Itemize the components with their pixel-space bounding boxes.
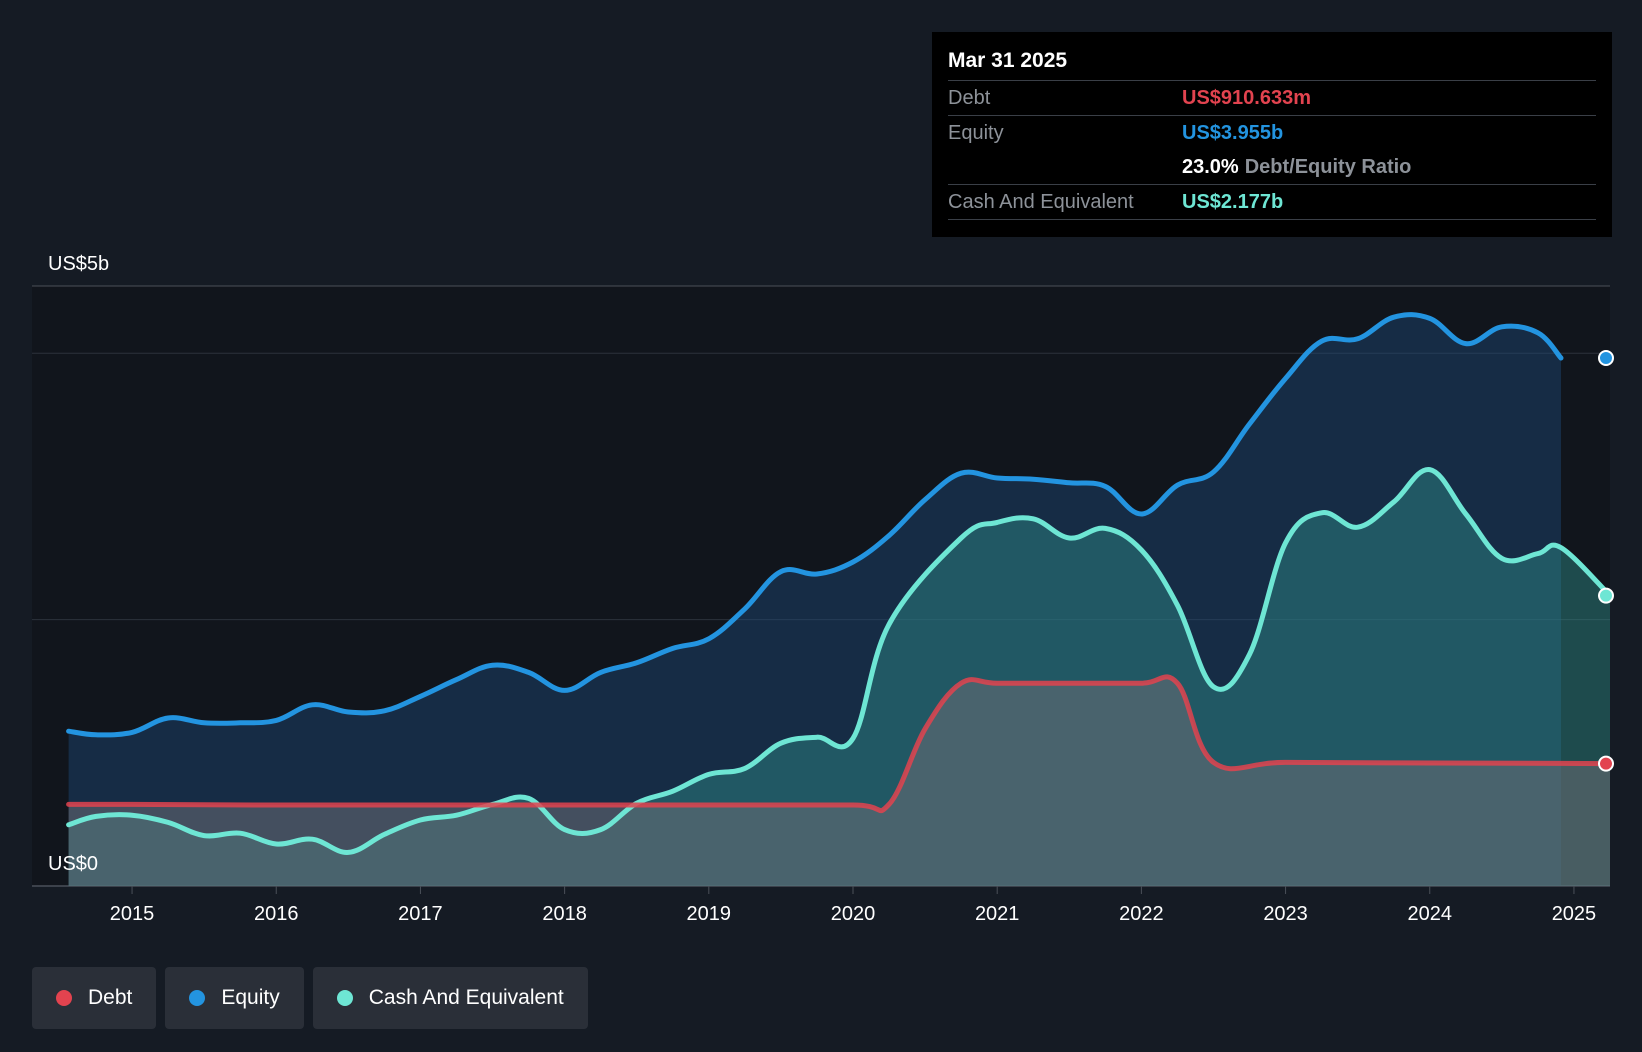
legend-debt-label: Debt — [88, 986, 133, 1009]
cash-line — [66, 467, 1613, 855]
tooltip-debt-row: Debt US$910.633m — [948, 81, 1596, 116]
debt-area — [68, 676, 1610, 886]
y-axis-top-label: US$5b — [48, 253, 109, 275]
tooltip-ratio-label: Debt/Equity Ratio — [1244, 156, 1412, 178]
legend: Debt Equity Cash And Equivalent — [32, 967, 588, 1029]
x-tick-label: 2024 — [1408, 903, 1453, 925]
x-tick-label: 2021 — [975, 903, 1020, 925]
debt-dot-icon — [56, 990, 72, 1006]
series-end-markers — [1598, 350, 1614, 772]
legend-item-equity[interactable]: Equity — [165, 967, 304, 1029]
cash-end-marker — [1598, 587, 1614, 604]
y-axis-bottom-label: US$0 — [48, 853, 98, 875]
x-tick-label: 2020 — [831, 903, 876, 925]
x-tick-label: 2025 — [1552, 903, 1597, 925]
equity-end-marker — [1598, 350, 1614, 366]
x-tick-label: 2022 — [1119, 903, 1164, 925]
tooltip-cash-label: Cash And Equivalent — [948, 191, 1134, 213]
legend-equity-label: Equity — [221, 986, 280, 1009]
x-tick-label: 2019 — [687, 903, 732, 925]
debt-end-marker — [1598, 755, 1614, 772]
tooltip-equity-row: Equity US$3.955b — [948, 116, 1596, 150]
equity-line — [66, 312, 1564, 738]
x-tick-label: 2017 — [398, 903, 443, 925]
area-fills — [68, 314, 1610, 886]
tooltip-ratio-row: 23.0% Debt/Equity Ratio — [948, 150, 1596, 185]
x-tick-label: 2015 — [110, 903, 155, 925]
tooltip-equity-value: US$3.955b — [1182, 122, 1284, 144]
x-tick-label: 2023 — [1263, 903, 1308, 925]
equity-dot-icon — [189, 990, 206, 1006]
x-axis-ticks: 2015 2016 2017 2018 2019 2020 2021 2022 2023 2024… — [110, 886, 1596, 925]
series-lines — [66, 312, 1613, 855]
tooltip-panel: Mar 31 2025 Debt US$910.633m Equity US$3… — [932, 32, 1612, 237]
tooltip-ratio-value: 23.0% — [1182, 156, 1239, 178]
x-tick-label: 2016 — [254, 903, 299, 925]
tooltip-debt-label: Debt — [948, 87, 991, 109]
legend-item-cash[interactable]: Cash And Equivalent — [312, 967, 588, 1029]
tooltip-equity-label: Equity — [948, 122, 1004, 144]
legend-item-debt[interactable]: Debt — [32, 967, 157, 1029]
x-tick-label: 2018 — [542, 903, 587, 925]
tooltip-date: Mar 31 2025 — [948, 46, 1596, 81]
legend-cash-label: Cash And Equivalent — [368, 986, 564, 1009]
tooltip-debt-value: US$910.633m — [1182, 87, 1311, 109]
tooltip-cash-value: US$2.177b — [1182, 191, 1284, 213]
cash-dot-icon — [336, 990, 353, 1006]
tooltip-cash-row: Cash And Equivalent US$2.177b — [948, 185, 1596, 220]
debt-line — [66, 674, 1613, 814]
